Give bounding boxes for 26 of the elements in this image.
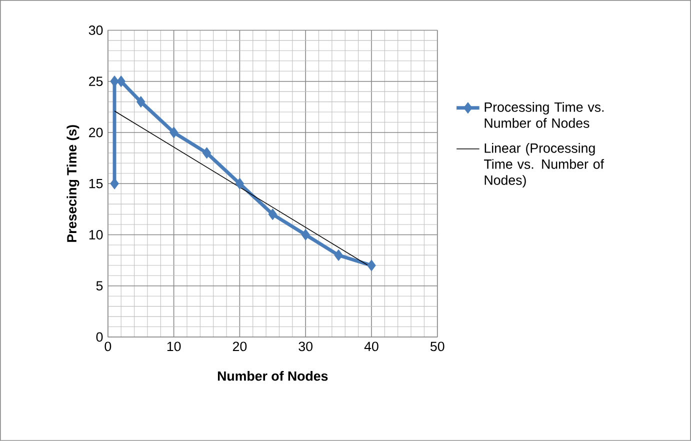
point bbox=[169, 126, 178, 138]
legend-label: Linear (Processing Time vs. Number of Nodes) bbox=[484, 143, 604, 188]
point bbox=[202, 147, 212, 159]
point bbox=[367, 260, 376, 272]
legend-label: Processing Time vs. Number of Nodes bbox=[484, 102, 604, 128]
x-tick-label: 30 bbox=[298, 342, 312, 352]
point bbox=[116, 76, 126, 88]
y-tick-label: 25 bbox=[89, 76, 103, 86]
x-tick-label: 50 bbox=[430, 342, 444, 352]
point bbox=[268, 208, 277, 220]
y-tick-label: 15 bbox=[89, 178, 103, 188]
y-tick-label: 10 bbox=[89, 230, 103, 240]
point bbox=[235, 178, 244, 190]
x-tick-label: 20 bbox=[232, 342, 247, 352]
point bbox=[334, 250, 343, 261]
x-tick-label: 0 bbox=[104, 342, 112, 352]
y-axis-title: Presecing Time (s) bbox=[66, 125, 80, 242]
y-tick-label: 20 bbox=[89, 128, 103, 138]
x-axis-title: Number of Nodes bbox=[218, 371, 328, 381]
point bbox=[301, 229, 310, 240]
x-tick-label: 10 bbox=[167, 342, 181, 352]
y-tick-label: 5 bbox=[96, 281, 103, 291]
x-tick-label: 40 bbox=[364, 342, 378, 352]
y-tick-label: 30 bbox=[88, 26, 103, 35]
y-tick-label: 0 bbox=[96, 332, 103, 342]
point bbox=[136, 96, 146, 108]
